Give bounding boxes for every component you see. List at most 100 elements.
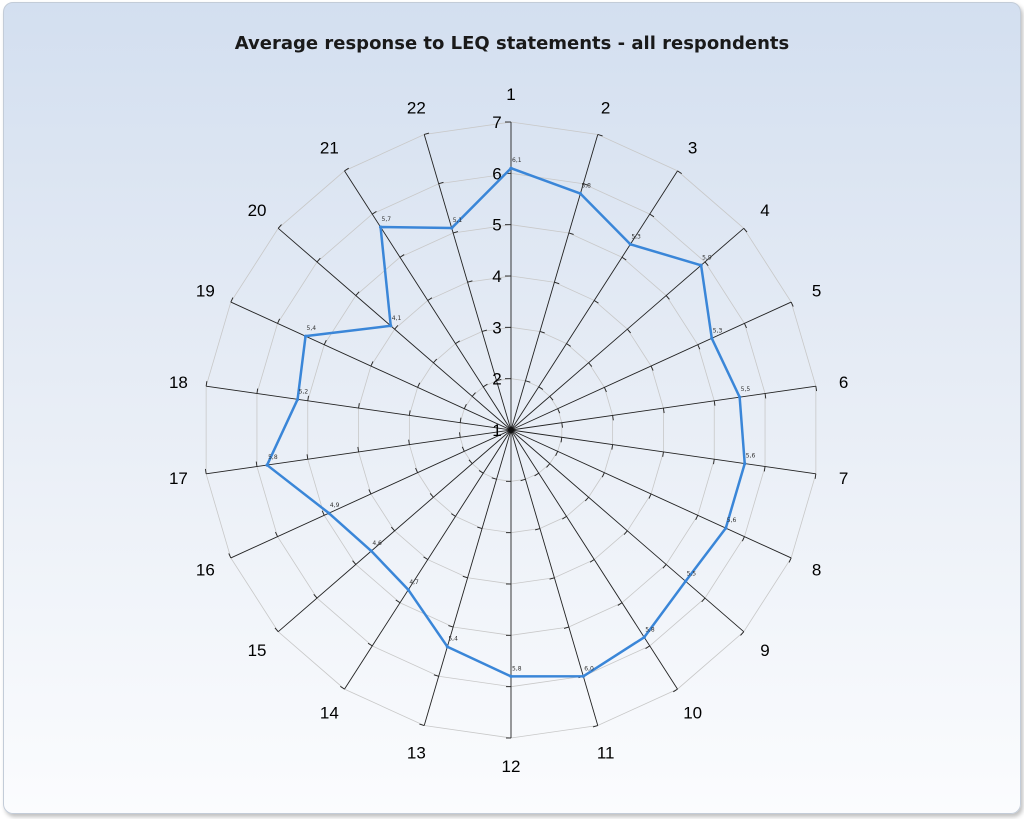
- axis-tick: [408, 439, 410, 445]
- axis-tick: [790, 301, 794, 307]
- axis-tick: [277, 224, 282, 229]
- axis-tick: [583, 183, 589, 186]
- axis-tick: [468, 459, 473, 464]
- axis-tick: [275, 531, 278, 537]
- axis-tick: [601, 472, 605, 478]
- data-point: [724, 526, 728, 530]
- axis-tick: [423, 556, 428, 560]
- axis-tick: [549, 396, 554, 401]
- radial-tick-label: 7: [492, 113, 501, 132]
- radial-tick-label: 1: [492, 421, 501, 440]
- category-label: 9: [760, 641, 769, 660]
- category-label: 18: [169, 373, 188, 392]
- axis-tick: [555, 451, 559, 457]
- category-label: 1: [506, 85, 515, 104]
- axis-tick: [649, 213, 655, 218]
- data-label: 5,1: [453, 217, 463, 224]
- data-point: [389, 324, 393, 328]
- data-label: 4,9: [330, 502, 340, 509]
- data-point: [683, 579, 688, 583]
- data-point: [406, 588, 410, 592]
- category-label: 20: [248, 201, 267, 220]
- axis-tick: [662, 451, 664, 457]
- axis-tick: [340, 686, 345, 690]
- category-label: 6: [839, 373, 848, 392]
- axis-tick: [448, 625, 454, 628]
- axis-tick: [367, 642, 373, 647]
- data-label: 5,9: [702, 254, 712, 261]
- data-point: [628, 242, 632, 246]
- axis-tick: [370, 361, 374, 367]
- axis-tick: [323, 339, 327, 345]
- data-point: [581, 674, 585, 678]
- axis-tick: [740, 631, 745, 636]
- category-label: 22: [407, 99, 426, 118]
- axis-tick: [701, 597, 706, 603]
- data-label: 4,1: [392, 315, 402, 322]
- axis-tick: [623, 530, 628, 535]
- axis-tick: [424, 132, 430, 135]
- axis-tick: [438, 181, 444, 185]
- axis-tick: [415, 467, 419, 473]
- axis-tick: [471, 392, 476, 397]
- axis-tick: [463, 403, 467, 409]
- data-point: [327, 511, 331, 515]
- data-point: [578, 191, 583, 196]
- axis-tick: [549, 577, 555, 580]
- axis-tick: [451, 513, 456, 517]
- axis-tick: [419, 723, 425, 726]
- axis-tick: [704, 261, 709, 266]
- axis-tick: [763, 466, 766, 472]
- axis-tick: [277, 318, 281, 324]
- axis-tick: [408, 410, 411, 416]
- axis-spoke: [423, 429, 512, 726]
- data-label: 5,8: [645, 626, 655, 633]
- center-point: [508, 427, 514, 433]
- axis-tick: [612, 415, 614, 421]
- axis-tick: [662, 564, 667, 569]
- axis-tick: [546, 463, 551, 468]
- data-label: 6,0: [584, 665, 594, 672]
- axis-tick: [371, 210, 377, 215]
- axis-tick: [429, 493, 434, 498]
- data-label: 5,2: [299, 388, 309, 395]
- axis-tick: [588, 362, 593, 367]
- category-label: 3: [688, 138, 697, 157]
- data-label: 5,3: [631, 233, 641, 240]
- category-label: 10: [683, 704, 702, 723]
- axis-tick: [368, 489, 372, 495]
- radial-tick-label: 6: [492, 164, 501, 183]
- axis-tick: [662, 408, 665, 414]
- category-label: 4: [760, 201, 769, 220]
- axis-spoke: [510, 429, 745, 633]
- axis-tick: [697, 344, 701, 350]
- data-point: [265, 463, 269, 467]
- axis-tick: [357, 446, 360, 452]
- category-label: 7: [839, 469, 848, 488]
- axis-tick: [481, 329, 487, 332]
- axis-tick: [627, 328, 631, 334]
- axis-tick: [525, 380, 531, 383]
- category-label: 16: [196, 561, 215, 580]
- axis-tick: [274, 627, 279, 632]
- axis-tick: [520, 478, 526, 482]
- axis-tick: [459, 432, 461, 438]
- axis-tick: [455, 340, 460, 345]
- chart-frame: Average response to LEQ statements - all…: [3, 2, 1021, 814]
- axis-tick: [566, 343, 571, 347]
- axis-tick: [744, 323, 747, 329]
- category-label: 14: [320, 704, 339, 723]
- axis-tick: [459, 417, 462, 423]
- axis-tick: [496, 378, 502, 382]
- axis-tick: [391, 526, 395, 532]
- axis-tick: [344, 167, 349, 172]
- axis-tick: [561, 422, 563, 428]
- category-label: 21: [320, 138, 339, 157]
- axis-tick: [477, 526, 483, 529]
- axis-tick: [417, 382, 421, 388]
- axis-tick: [204, 468, 207, 474]
- axis-tick: [535, 528, 541, 531]
- axis-tick: [592, 725, 598, 728]
- axis-tick: [399, 254, 405, 258]
- category-label: 19: [196, 281, 215, 300]
